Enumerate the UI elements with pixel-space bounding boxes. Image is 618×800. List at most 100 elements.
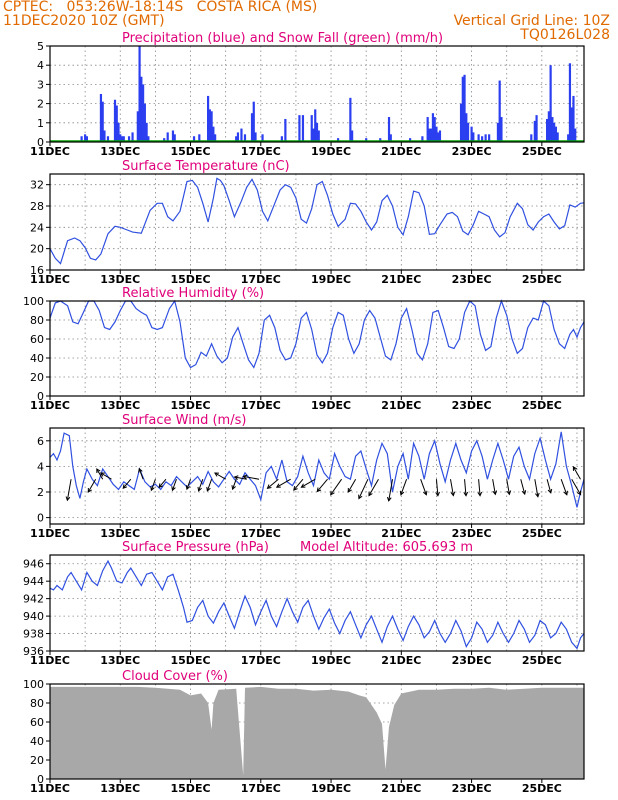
precip-bar [192, 136, 196, 142]
precip-bar [387, 117, 391, 142]
wind-ytick-label: 4 [37, 460, 44, 473]
precip-bar [103, 130, 106, 142]
wind-arrow-head [158, 483, 164, 489]
precip-bar [250, 113, 254, 142]
wind-arrow-head [547, 488, 553, 494]
precip-bar [379, 138, 382, 142]
precip-bar [498, 80, 501, 142]
wind-arrow-shaft [186, 479, 191, 490]
precip-bar [484, 134, 487, 142]
wind-grid [49, 428, 584, 524]
header-model-code: TQ0126L028 [520, 27, 610, 43]
precip-bar [481, 136, 484, 142]
rh-xtick-label: 23DEC [452, 399, 492, 412]
cloud-ytick-label: 0 [37, 773, 44, 786]
wind-arrow [197, 479, 204, 492]
wind-arrow-head [563, 490, 568, 496]
wind-xtick-label: 19DEC [311, 527, 351, 540]
wind-arrow-head [477, 491, 483, 497]
precip-bar [138, 46, 141, 142]
precip-bar [85, 136, 88, 142]
wind-arrow-shaft [450, 479, 454, 496]
precip-bar [553, 122, 556, 142]
wind-arrow [171, 479, 177, 492]
precip-bar [310, 115, 313, 142]
rh-ytick-label: 40 [30, 352, 44, 365]
wind-xtick-label: 23DEC [452, 527, 492, 540]
cloud-xtick-label: 21DEC [381, 782, 421, 795]
precip-ytick-label: 5 [37, 40, 44, 53]
precip-bar [567, 134, 570, 142]
rh-xtick-label: 25DEC [522, 399, 562, 412]
precip-bar [280, 136, 283, 142]
pressure-xtick-label: 17DEC [241, 654, 281, 667]
wind-arrow [242, 474, 260, 480]
wind-arrow-shaft [520, 479, 526, 495]
wind-arrow [560, 479, 568, 496]
wind-arrow [506, 479, 512, 496]
wind-arrow-head [422, 490, 428, 496]
precip-bar [235, 136, 238, 142]
cloud-xtick-label: 15DEC [171, 782, 211, 795]
wind-arrow-head [185, 485, 191, 491]
wind-arrow-shaft [347, 478, 357, 493]
pressure-xtick-label: 21DEC [381, 654, 421, 667]
wind-arrow [450, 479, 456, 497]
wind-arrow-shaft [66, 479, 72, 501]
wind-arrow-shaft [96, 468, 104, 480]
precip-bar [127, 136, 131, 142]
wind-xtick-label: 11DEC [30, 527, 70, 540]
precip-bar [533, 120, 536, 142]
temp-xtick-label: 15DEC [171, 273, 211, 286]
precip-xtick-label: 15DEC [171, 145, 211, 158]
cloud-xtick-label: 25DEC [522, 782, 562, 795]
wind-arrow-head [358, 494, 363, 500]
precip-xtick-label: 11DEC [30, 145, 70, 158]
wind-arrow-shaft [87, 478, 97, 493]
wind-arrow [214, 472, 226, 480]
wind-arrow-head [138, 467, 143, 473]
wind-arrow-head [450, 491, 456, 497]
precip-bar [284, 118, 287, 142]
wind-arrow [122, 478, 132, 490]
wind-arrow [65, 479, 72, 502]
rh-frame [49, 300, 585, 397]
precip-bar [438, 130, 442, 142]
header-location: CPTEC: 053:26W-18:14S COSTA RICA (MS) [3, 0, 318, 15]
precip-bar [120, 136, 124, 142]
wind-arrow-head [492, 490, 498, 496]
temp-xtick-label: 25DEC [522, 273, 562, 286]
precip-bar [312, 128, 315, 142]
pressure-grid [49, 555, 584, 651]
precip-bar [141, 84, 145, 142]
wind-arrow-shaft [206, 479, 213, 492]
precip-bar [122, 136, 125, 142]
rh-grid [49, 301, 584, 396]
precip-bar [136, 111, 139, 142]
temp-series-line [49, 177, 585, 265]
precip-bar [198, 134, 201, 142]
wind-arrow-head [576, 490, 582, 496]
precip-bar [212, 126, 215, 142]
precip-bar [145, 122, 148, 142]
precip-bar [314, 109, 317, 142]
wind-arrow-shaft [420, 479, 427, 495]
cloud-frame [49, 683, 585, 780]
rh-xtick-label: 19DEC [311, 399, 351, 412]
wind-arrow-head [275, 483, 281, 488]
cloud-xtick-label: 13DEC [100, 782, 140, 795]
wind-arrow-shaft [138, 468, 144, 480]
rh-ytick-label: 100 [23, 295, 44, 308]
precip-bar [470, 126, 473, 142]
precip-bar [240, 128, 243, 142]
wind-arrow-shaft [301, 478, 316, 488]
wind-arrow [477, 479, 483, 497]
pressure-title: Surface Pressure (hPa) [122, 540, 269, 555]
wind-arrow [87, 478, 97, 493]
precip-ytick-label: 2 [37, 98, 44, 111]
wind-arrow-head [171, 486, 176, 492]
precip-bar [351, 130, 354, 142]
precip-bar [435, 126, 438, 142]
temp-xtick-label: 23DEC [452, 273, 492, 286]
